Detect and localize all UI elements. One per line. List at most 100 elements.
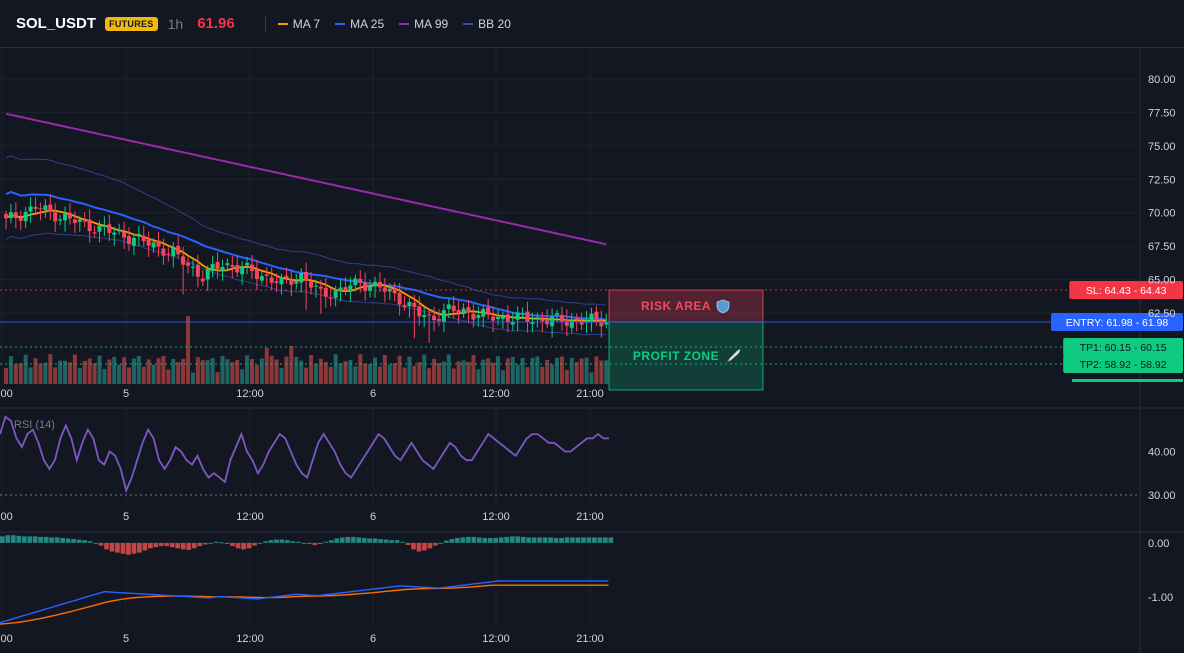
- macd-histogram-bar: [542, 537, 548, 543]
- candle-body: [574, 318, 579, 320]
- shield-icon-shape: [716, 299, 730, 314]
- candle-body: [18, 217, 23, 221]
- macd-histogram-bar: [356, 537, 362, 543]
- macd-histogram-bar: [350, 536, 356, 543]
- candle-body: [427, 314, 432, 316]
- take-profit-1-tag: [1063, 338, 1183, 356]
- volume-bar: [112, 356, 117, 384]
- timeframe-selector[interactable]: 1h: [167, 15, 184, 32]
- macd-histogram-bar: [98, 542, 104, 546]
- candle-body: [392, 289, 397, 294]
- volume-bar: [510, 356, 515, 384]
- rsi-line: [0, 415, 609, 494]
- volume-bar: [13, 364, 18, 384]
- futures-badge: FUTURES: [105, 16, 158, 31]
- candle-body: [53, 212, 58, 222]
- volume-bar: [343, 361, 348, 384]
- macd-histogram-bar: [471, 536, 477, 543]
- macd-histogram-bar: [548, 537, 553, 543]
- candle-body: [525, 311, 530, 322]
- macd-histogram-bar: [219, 542, 224, 544]
- candle-body: [4, 214, 8, 219]
- volume-bar: [471, 354, 476, 384]
- volume-bar: [466, 361, 471, 384]
- symbol-name[interactable]: SOL_USDT: [16, 15, 97, 32]
- macd-histogram-bar: [411, 542, 416, 550]
- volume-bar: [427, 368, 432, 384]
- candle-body: [436, 319, 441, 321]
- macd-histogram-bar: [405, 542, 411, 546]
- candle-body: [72, 219, 77, 224]
- legend-ma99[interactable]: MA 99: [399, 17, 448, 31]
- volume-bar: [190, 372, 195, 384]
- volume-bar: [486, 358, 491, 384]
- candle-body: [382, 287, 387, 292]
- macd-histogram-bar: [520, 536, 526, 543]
- candlesticks: [4, 194, 609, 344]
- time-tick-label: 12:00: [482, 511, 510, 523]
- macd-histogram-bar: [268, 540, 274, 543]
- candle-body: [112, 232, 117, 235]
- macd-histogram-bar: [71, 539, 76, 543]
- legend-ma25[interactable]: MA 25: [335, 17, 384, 31]
- macd-histogram-bar: [241, 542, 246, 550]
- candle-body: [117, 230, 122, 232]
- volume-bar: [28, 367, 33, 384]
- candle-body: [67, 212, 72, 219]
- volume-bar: [225, 359, 230, 384]
- candle-body: [166, 253, 171, 255]
- candle-body: [210, 264, 215, 272]
- volume-bar: [122, 357, 127, 384]
- candle-body: [373, 281, 377, 287]
- volume-bar: [166, 369, 171, 384]
- time-tick-label: 2:00: [0, 388, 13, 400]
- candle-body: [274, 281, 279, 283]
- time-tick-label: 6: [370, 511, 376, 523]
- risk-area-label: RISK AREA: [641, 299, 711, 313]
- volume-bar: [23, 354, 28, 384]
- volume-bar: [245, 355, 250, 384]
- volume-bar: [53, 367, 58, 384]
- candle-body: [466, 307, 471, 313]
- volume-bar: [131, 358, 136, 384]
- volume-bar: [338, 363, 343, 384]
- macd-histogram-bar: [460, 537, 466, 543]
- volume-bar: [220, 355, 225, 384]
- volume-bar: [417, 362, 422, 384]
- volume-bar: [82, 360, 87, 384]
- volume-bar: [559, 356, 564, 384]
- volume-bar: [97, 355, 102, 384]
- macd-histogram-bar: [5, 535, 11, 543]
- macd-histogram-bar: [476, 537, 482, 543]
- price-tick-label: 77.50: [1148, 107, 1176, 119]
- volume-bar: [382, 355, 387, 384]
- volume-bar: [156, 358, 161, 384]
- volume-bar: [407, 356, 412, 384]
- volume-bar: [446, 354, 451, 384]
- macd-histogram-bar: [169, 542, 175, 548]
- rocket-icon-body: [729, 349, 740, 361]
- volume-bar: [235, 359, 240, 384]
- time-tick-label: 2:00: [0, 511, 13, 523]
- header-divider: [264, 14, 266, 33]
- volume-bars: [4, 316, 609, 384]
- legend-ma25-swatch: [335, 22, 346, 25]
- macd-histogram-bar: [328, 540, 334, 543]
- macd-histogram-bar: [175, 542, 181, 549]
- macd-histogram-bar: [274, 539, 279, 543]
- candle-body: [215, 262, 220, 269]
- legend-ma7[interactable]: MA 7: [277, 17, 320, 31]
- macd-histogram-bar: [586, 537, 592, 543]
- legend-bb20[interactable]: BB 20: [463, 17, 511, 31]
- candle-body: [259, 276, 264, 281]
- volume-bar: [377, 366, 382, 384]
- candle-body: [294, 281, 299, 284]
- macd-histogram-bar: [504, 536, 510, 543]
- candle-body: [289, 279, 294, 285]
- volume-bar: [240, 369, 245, 384]
- macd-histogram-bar: [339, 537, 345, 543]
- candle-body: [299, 273, 304, 283]
- volume-bar: [574, 362, 579, 384]
- macd-tick-label: -1.00: [1148, 592, 1173, 604]
